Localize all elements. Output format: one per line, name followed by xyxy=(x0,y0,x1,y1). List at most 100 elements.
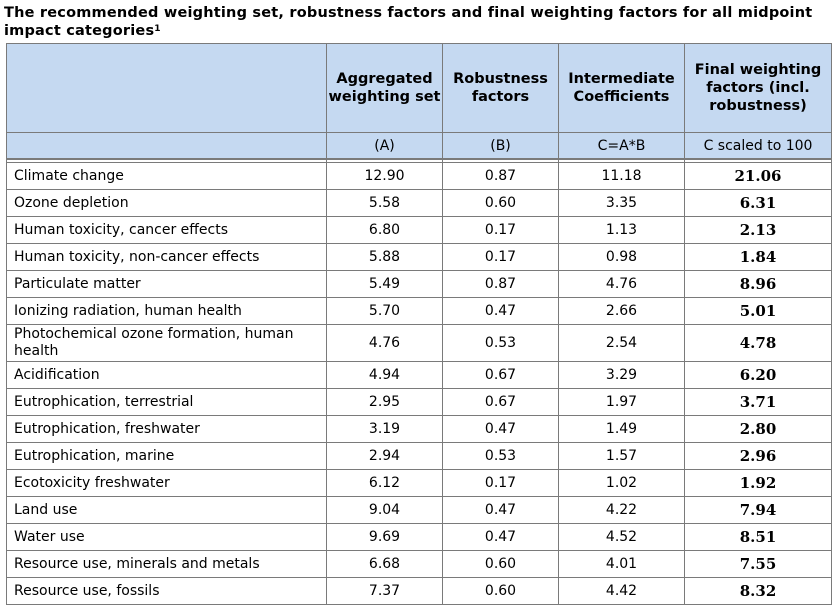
intermediate-coefficient-cell: 11.18 xyxy=(558,162,685,190)
table-title-text: The recommended weighting set, robustnes… xyxy=(4,5,813,39)
table-row: Resource use, fossils 7.37 0.60 4.42 8.32 xyxy=(6,577,832,605)
robustness-factor-cell: 0.17 xyxy=(442,469,559,497)
subheader-d: C scaled to 100 xyxy=(684,132,832,160)
intermediate-coefficient-cell: 4.52 xyxy=(558,523,685,551)
aggregated-weight-cell: 6.12 xyxy=(326,469,443,497)
robustness-factor-cell: 0.53 xyxy=(442,442,559,470)
category-cell: Land use xyxy=(6,496,327,524)
aggregated-weight-cell: 5.49 xyxy=(326,270,443,298)
robustness-factor-cell: 0.60 xyxy=(442,189,559,217)
final-weighting-factor-cell: 3.71 xyxy=(684,388,832,416)
robustness-factor-cell: 0.47 xyxy=(442,523,559,551)
category-cell: Ozone depletion xyxy=(6,189,327,217)
aggregated-weight-cell: 3.19 xyxy=(326,415,443,443)
subheader-c: C=A*B xyxy=(558,132,685,160)
category-cell: Water use xyxy=(6,523,327,551)
table-row: Eutrophication, terrestrial 2.95 0.67 1.97 3… xyxy=(6,388,832,416)
intermediate-coefficient-cell: 1.13 xyxy=(558,216,685,244)
header-robustness-factors: Robustness factors xyxy=(442,43,559,133)
category-cell: Photochemical ozone formation, human hea… xyxy=(6,324,327,362)
category-cell: Climate change xyxy=(6,162,327,190)
final-weighting-factor-cell: 5.01 xyxy=(684,297,832,325)
table-row: Ionizing radiation, human health 5.70 0.47… xyxy=(6,297,832,325)
robustness-factor-cell: 0.60 xyxy=(442,577,559,605)
aggregated-weight-cell: 5.58 xyxy=(326,189,443,217)
header-category xyxy=(6,43,327,133)
intermediate-coefficient-cell: 1.02 xyxy=(558,469,685,497)
footnote-marker: 1 xyxy=(154,24,161,34)
table-row: Particulate matter 5.49 0.87 4.76 8.96 xyxy=(6,270,832,298)
final-weighting-factor-cell: 8.51 xyxy=(684,523,832,551)
intermediate-coefficient-cell: 1.57 xyxy=(558,442,685,470)
aggregated-weight-cell: 6.68 xyxy=(326,550,443,578)
aggregated-weight-cell: 9.69 xyxy=(326,523,443,551)
final-weighting-factor-cell: 1.84 xyxy=(684,243,832,271)
category-cell: Ionizing radiation, human health xyxy=(6,297,327,325)
robustness-factor-cell: 0.17 xyxy=(442,243,559,271)
intermediate-coefficient-cell: 4.42 xyxy=(558,577,685,605)
robustness-factor-cell: 0.60 xyxy=(442,550,559,578)
intermediate-coefficient-cell: 4.22 xyxy=(558,496,685,524)
aggregated-weight-cell: 4.76 xyxy=(326,324,443,362)
category-cell: Ecotoxicity freshwater xyxy=(6,469,327,497)
final-weighting-factor-cell: 8.32 xyxy=(684,577,832,605)
intermediate-coefficient-cell: 1.49 xyxy=(558,415,685,443)
table-row: Climate change 12.90 0.87 11.18 21.06 xyxy=(6,162,832,190)
table-title: The recommended weighting set, robustnes… xyxy=(4,4,830,40)
table-row: Ozone depletion 5.58 0.60 3.35 6.31 xyxy=(6,189,832,217)
table-row: Resource use, minerals and metals 6.68 0.6… xyxy=(6,550,832,578)
aggregated-weight-cell: 2.94 xyxy=(326,442,443,470)
intermediate-coefficient-cell: 1.97 xyxy=(558,388,685,416)
weighting-table: Aggregated weighting set Robustness fact… xyxy=(6,43,832,605)
aggregated-weight-cell: 6.80 xyxy=(326,216,443,244)
header-row: Aggregated weighting set Robustness fact… xyxy=(6,43,832,133)
table-row: Land use 9.04 0.47 4.22 7.94 xyxy=(6,496,832,524)
table-row: Water use 9.69 0.47 4.52 8.51 xyxy=(6,523,832,551)
robustness-factor-cell: 0.67 xyxy=(442,388,559,416)
final-weighting-factor-cell: 2.80 xyxy=(684,415,832,443)
header-final-weighting-factors: Final weighting factors (incl. robustnes… xyxy=(684,43,832,133)
final-weighting-factor-cell: 1.92 xyxy=(684,469,832,497)
aggregated-weight-cell: 5.88 xyxy=(326,243,443,271)
robustness-factor-cell: 0.17 xyxy=(442,216,559,244)
intermediate-coefficient-cell: 2.54 xyxy=(558,324,685,362)
table-row: Eutrophication, freshwater 3.19 0.47 1.49 2.… xyxy=(6,415,832,443)
table-row: Human toxicity, cancer effects 6.80 0.17 1.… xyxy=(6,216,832,244)
intermediate-coefficient-cell: 3.29 xyxy=(558,361,685,389)
subheader-a: (A) xyxy=(326,132,443,160)
category-cell: Acidification xyxy=(6,361,327,389)
category-cell: Particulate matter xyxy=(6,270,327,298)
category-cell: Eutrophication, marine xyxy=(6,442,327,470)
table-row: Photochemical ozone formation, human hea… xyxy=(6,324,832,362)
aggregated-weight-cell: 2.95 xyxy=(326,388,443,416)
aggregated-weight-cell: 12.90 xyxy=(326,162,443,190)
robustness-factor-cell: 0.87 xyxy=(442,270,559,298)
intermediate-coefficient-cell: 4.76 xyxy=(558,270,685,298)
category-cell: Human toxicity, cancer effects xyxy=(6,216,327,244)
robustness-factor-cell: 0.47 xyxy=(442,415,559,443)
robustness-factor-cell: 0.53 xyxy=(442,324,559,362)
robustness-factor-cell: 0.47 xyxy=(442,297,559,325)
table-row: Human toxicity, non-cancer effects 5.88 0.… xyxy=(6,243,832,271)
category-cell: Human toxicity, non-cancer effects xyxy=(6,243,327,271)
final-weighting-factor-cell: 7.94 xyxy=(684,496,832,524)
final-weighting-factor-cell: 21.06 xyxy=(684,162,832,190)
final-weighting-factor-cell: 8.96 xyxy=(684,270,832,298)
aggregated-weight-cell: 9.04 xyxy=(326,496,443,524)
subheader-b: (B) xyxy=(442,132,559,160)
category-cell: Resource use, fossils xyxy=(6,577,327,605)
category-cell: Resource use, minerals and metals xyxy=(6,550,327,578)
aggregated-weight-cell: 5.70 xyxy=(326,297,443,325)
final-weighting-factor-cell: 7.55 xyxy=(684,550,832,578)
aggregated-weight-cell: 4.94 xyxy=(326,361,443,389)
header-aggregated-weighting-set: Aggregated weighting set xyxy=(326,43,443,133)
table-row: Eutrophication, marine 2.94 0.53 1.57 2.96 xyxy=(6,442,832,470)
category-cell: Eutrophication, terrestrial xyxy=(6,388,327,416)
robustness-factor-cell: 0.67 xyxy=(442,361,559,389)
final-weighting-factor-cell: 4.78 xyxy=(684,324,832,362)
final-weighting-factor-cell: 6.20 xyxy=(684,361,832,389)
robustness-factor-cell: 0.87 xyxy=(442,162,559,190)
intermediate-coefficient-cell: 0.98 xyxy=(558,243,685,271)
final-weighting-factor-cell: 6.31 xyxy=(684,189,832,217)
table-body: Climate change 12.90 0.87 11.18 21.06 Ozone d… xyxy=(6,158,832,605)
